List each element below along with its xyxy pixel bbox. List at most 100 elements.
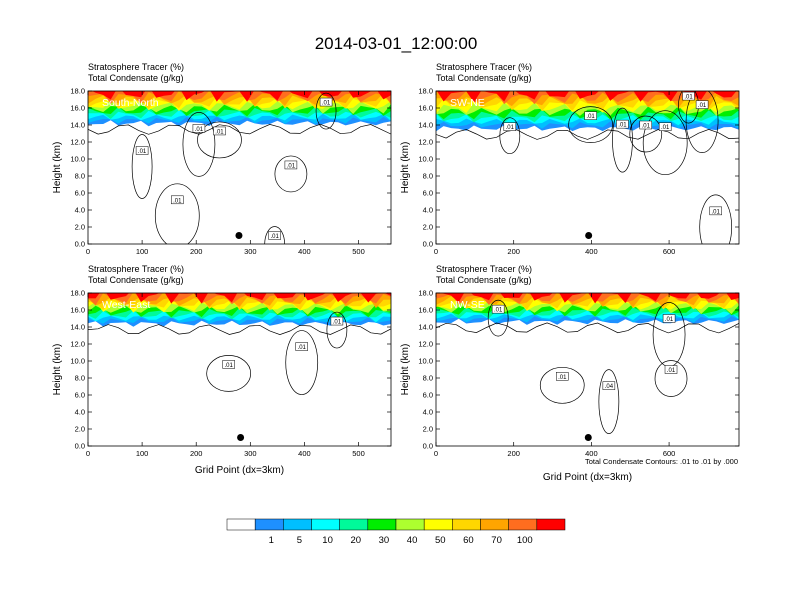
contour-label-box [330, 316, 344, 326]
contour-label-text: .01 [684, 95, 693, 101]
y-tick-label: 2.0 [423, 223, 433, 232]
colorbar-label: 10 [322, 535, 333, 546]
condensate-contour [654, 360, 688, 397]
y-tick-label: 14.0 [418, 323, 433, 332]
contour-label-text: .01 [322, 101, 331, 107]
contour-label-text: .01 [287, 163, 296, 169]
contour-label: .01 [662, 314, 676, 323]
colorbar-swatch [536, 518, 566, 531]
cross-section-label: South-North [102, 97, 159, 109]
y-tick-label: 2.0 [75, 425, 85, 434]
plot-area: .01 .01 .01 .04 .01 NW-SE [436, 293, 739, 446]
condensate-contour [315, 92, 337, 130]
contour-label-text: .01 [173, 198, 182, 204]
colorbar-label: 40 [407, 535, 418, 546]
contour-label-box [295, 342, 308, 351]
condensate-contours [436, 91, 739, 244]
plot-area: .01 .01 .01 .01 .01 .01 .01 South-North [88, 91, 391, 244]
x-tick-label: 500 [352, 247, 365, 256]
contour-label-box [284, 160, 298, 170]
contour-label: .04 [602, 381, 616, 390]
panel-sw-ne: Stratosphere Tracer (%)Total Condensate … [400, 62, 740, 256]
contour-label-text: .01 [698, 103, 707, 109]
condensate-contour [131, 134, 153, 199]
contour-label-text: .01 [225, 363, 234, 369]
y-tick-label: 12.0 [70, 340, 85, 349]
contour-label-text: .04 [605, 384, 614, 390]
contour-label-box [491, 304, 505, 314]
contour-label-box [192, 124, 206, 133]
y-tick-label: 6.0 [75, 189, 85, 198]
contour-footnote: Total Condensate Contours: .01 to .01 by… [585, 457, 738, 466]
location-marker [235, 232, 243, 239]
tracer-band-level-11 [436, 91, 739, 103]
y-tick-label: 14.0 [418, 121, 433, 130]
panel-south-north: Stratosphere Tracer (%)Total Condensate … [52, 62, 392, 256]
y-tick-label: 0.0 [75, 442, 85, 451]
tropopause-contour [88, 324, 391, 335]
x-tick-label: 300 [244, 449, 257, 458]
plot-area: .01 .01 .01 .01 .01 .01 .01 .01 SW-NE [436, 91, 739, 244]
y-tick-label: 10.0 [70, 155, 85, 164]
y-tick-label: 2.0 [423, 425, 433, 434]
y-tick-label: 4.0 [75, 206, 85, 215]
contour-label: .01 [268, 231, 281, 240]
contour-label: .01 [135, 146, 149, 155]
colorbar-label: 50 [435, 535, 446, 546]
condensate-contour [487, 299, 509, 337]
contour-label-text: .01 [558, 375, 567, 381]
contour-label: .01 [584, 111, 597, 120]
x-tick-label: 400 [298, 449, 311, 458]
tracer-band-level-10 [436, 91, 739, 105]
x-tick-label: 500 [352, 449, 365, 458]
x-axis-label: Grid Point (dx=3km) [543, 472, 632, 483]
y-tick-label: 14.0 [70, 323, 85, 332]
plot-frame [435, 292, 740, 447]
plot-frame [435, 90, 740, 245]
colorbar-label: 5 [297, 535, 302, 546]
colorbar-label: 60 [463, 535, 474, 546]
contour-label: .01 [213, 126, 226, 135]
contour-label-text: .01 [138, 149, 147, 155]
x-tick-label: 100 [136, 449, 149, 458]
contour-label-box [584, 111, 597, 120]
y-tick-label: 14.0 [70, 121, 85, 130]
condensate-contour [326, 311, 348, 349]
colorbar: 1 5 10 20 30 40 50 60 70 100 [226, 518, 566, 546]
tropopause-contour [436, 322, 739, 334]
y-tick-label: 8.0 [75, 172, 85, 181]
panel-header-line: Total Condensate (g/kg) [88, 73, 184, 83]
contour-label-box [664, 365, 678, 374]
tracer-band-level-11 [88, 91, 391, 102]
contour-label-box [319, 97, 333, 107]
contour-label-text: .01 [494, 308, 503, 314]
colorbar-swatch [339, 518, 369, 531]
contour-label-text: .01 [661, 125, 670, 131]
contour-label-box [709, 206, 722, 216]
y-tick-label: 18.0 [70, 87, 85, 96]
colorbar-swatch [395, 518, 425, 531]
x-tick-label: 200 [507, 449, 520, 458]
colorbar-swatch [423, 518, 453, 531]
panel-header-line: Stratosphere Tracer (%) [436, 62, 532, 72]
contour-label-text: .01 [298, 345, 307, 351]
y-tick-label: 4.0 [75, 408, 85, 417]
contour-label: .01 [695, 100, 709, 109]
x-tick-label: 400 [585, 247, 598, 256]
panel-header-line: Stratosphere Tracer (%) [88, 264, 184, 274]
contour-label: .01 [709, 206, 722, 216]
y-tick-label: 12.0 [418, 340, 433, 349]
colorbar-label: 20 [350, 535, 361, 546]
colorbar-swatch [311, 518, 340, 531]
contour-label-text: .01 [618, 123, 627, 129]
y-tick-label: 10.0 [418, 357, 433, 366]
contour-label: .01 [284, 160, 298, 170]
contour-label-box [616, 119, 629, 129]
contour-label-text: .01 [712, 209, 721, 215]
contour-label: .01 [171, 195, 184, 204]
x-tick-label: 600 [663, 247, 676, 256]
colorbar-swatch [226, 518, 256, 531]
panel-header-line: Total Condensate (g/kg) [436, 275, 532, 285]
x-axis-label: Grid Point (dx=3km) [195, 465, 284, 476]
tropopause-contour [436, 129, 739, 140]
